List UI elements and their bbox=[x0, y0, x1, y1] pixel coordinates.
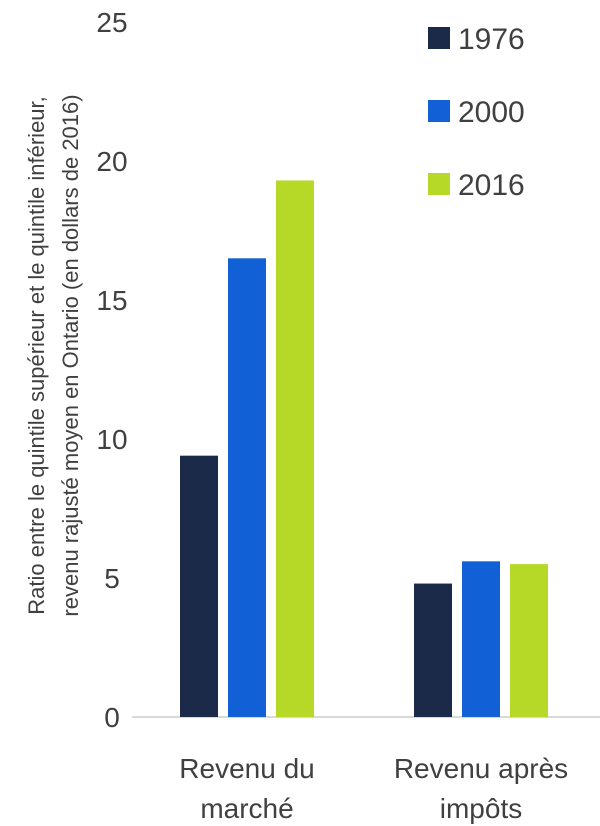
bar-1976-category-1 bbox=[180, 455, 218, 717]
bar-1976-category-2 bbox=[414, 583, 452, 717]
legend-label-2016: 2016 bbox=[458, 169, 525, 202]
x-category-label: Revenu du bbox=[179, 753, 314, 784]
y-axis-label: Ratio entre le quintile supérieur et le … bbox=[24, 94, 83, 616]
bar-2016-category-1 bbox=[276, 180, 314, 717]
x-category-label: Revenu après bbox=[394, 753, 568, 784]
x-axis-categories: Revenu du marché Revenu après impôts bbox=[179, 753, 568, 824]
y-tick-label: 20 bbox=[96, 146, 127, 177]
y-tick-label: 15 bbox=[96, 285, 127, 316]
y-axis-label-line-1: Ratio entre le quintile supérieur et le … bbox=[24, 96, 49, 615]
y-tick-label: 0 bbox=[104, 702, 120, 733]
legend-swatch-2016 bbox=[428, 173, 450, 195]
x-category-label: impôts bbox=[440, 793, 522, 824]
y-axis-ticks: 0 5 10 15 20 25 bbox=[96, 7, 127, 733]
bars bbox=[180, 180, 548, 717]
bar-2016-category-2 bbox=[510, 564, 548, 717]
y-tick-label: 5 bbox=[104, 563, 120, 594]
x-category-label: marché bbox=[200, 793, 293, 824]
legend: 1976 2000 2016 bbox=[428, 23, 525, 202]
legend-label-2000: 2000 bbox=[458, 96, 525, 129]
y-axis-label-line-2: revenu rajusté moyen en Ontario (en doll… bbox=[58, 94, 83, 616]
y-tick-label: 10 bbox=[96, 424, 127, 455]
legend-swatch-2000 bbox=[428, 100, 450, 122]
y-tick-label: 25 bbox=[96, 7, 127, 38]
bar-2000-category-2 bbox=[462, 561, 500, 717]
bar-2000-category-1 bbox=[228, 258, 266, 717]
legend-swatch-1976 bbox=[428, 27, 450, 49]
legend-label-1976: 1976 bbox=[458, 23, 525, 56]
